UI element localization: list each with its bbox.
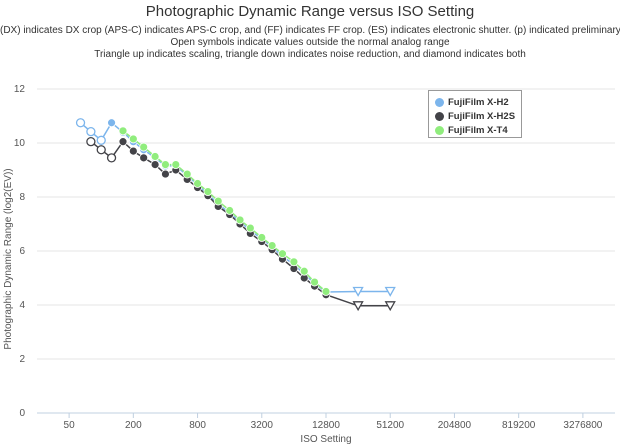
data-point <box>96 145 106 155</box>
subtitle-line-1: (DX) indicates DX crop (APS-C) indicates… <box>0 25 620 36</box>
data-point <box>289 257 299 267</box>
subtitle-line-2: Open symbols indicate values outside the… <box>170 37 450 48</box>
series-fujifilm-x-t4 <box>118 126 331 296</box>
x-tick-label: 50 <box>64 420 76 431</box>
data-point <box>225 206 235 215</box>
data-point <box>128 146 138 156</box>
x-tick-label: 800 <box>189 420 206 431</box>
data-point <box>193 179 202 188</box>
data-point <box>86 136 96 147</box>
data-point <box>139 142 149 152</box>
y-axis-title: Photographic Dynamic Range (log2(EV)) <box>3 168 14 349</box>
chart-subtitle: (DX) indicates DX crop (APS-C) indicates… <box>0 25 620 61</box>
y-tick-label: 12 <box>14 84 26 95</box>
data-point-triangle-down <box>352 286 364 297</box>
legend-item-xh2[interactable]: FujiFilm X-H2 <box>435 96 509 109</box>
x-tick-label: 3200 <box>251 420 274 431</box>
legend-item-xh2s[interactable]: FujiFilm X-H2S <box>435 110 515 123</box>
x-tick-label: 819200 <box>502 420 536 431</box>
data-point <box>150 152 160 161</box>
x-axis-title: ISO Setting <box>300 434 351 445</box>
x-tick-label: 12800 <box>312 420 340 431</box>
x-tick-label: 200 <box>125 420 142 431</box>
y-axis-ticks: 0 2 4 6 8 10 12 <box>14 84 26 419</box>
y-tick-label: 10 <box>14 138 26 149</box>
data-point <box>235 215 245 225</box>
series-line <box>80 121 391 293</box>
data-point-triangle-down <box>352 301 364 312</box>
data-point <box>75 118 86 128</box>
data-point <box>321 287 331 296</box>
data-point <box>128 134 138 144</box>
data-point <box>182 169 192 179</box>
data-point-triangle-down <box>384 301 396 312</box>
data-point <box>161 169 170 179</box>
legend: FujiFilm X-H2 FujiFilm X-H2S FujiFilm X-… <box>428 90 522 138</box>
data-point <box>107 118 116 128</box>
legend-marker-icon <box>435 126 444 135</box>
data-point <box>299 266 309 276</box>
y-tick-label: 0 <box>19 408 25 419</box>
data-point <box>150 160 160 170</box>
y-tick-label: 8 <box>19 192 25 203</box>
data-point <box>86 127 96 137</box>
y-tick-label: 4 <box>19 300 25 311</box>
data-point <box>171 160 181 170</box>
data-point <box>310 277 319 287</box>
data-point <box>118 137 128 147</box>
data-point <box>213 196 223 206</box>
data-point <box>278 249 287 259</box>
data-point <box>96 135 106 145</box>
x-axis-ticks: 50 200 800 3200 12800 51200 204800 819200 327680… <box>64 413 603 431</box>
data-point-triangle-down <box>384 286 396 297</box>
series-layer <box>75 118 396 312</box>
y-tick-label: 6 <box>19 246 25 257</box>
legend-item-xt4[interactable]: FujiFilm X-T4 <box>435 124 508 137</box>
x-tick-label: 51200 <box>376 420 404 431</box>
legend-marker-icon <box>435 98 444 107</box>
y-tick-label: 2 <box>19 354 25 365</box>
legend-label: FujiFilm X-H2S <box>448 111 516 122</box>
legend-label: FujiFilm X-T4 <box>448 125 508 136</box>
data-point <box>139 153 149 163</box>
subtitle-line-3: Triangle up indicates scaling, triangle … <box>94 49 526 60</box>
data-point <box>118 126 128 136</box>
data-point <box>267 241 277 251</box>
data-point <box>161 160 170 170</box>
legend-label: FujiFilm X-H2 <box>448 97 509 108</box>
legend-marker-icon <box>435 112 444 121</box>
data-point <box>257 233 267 242</box>
chart-title: Photographic Dynamic Range versus ISO Se… <box>145 3 475 20</box>
x-tick-label: 204800 <box>438 420 472 431</box>
data-point <box>106 153 117 163</box>
data-point <box>245 223 255 233</box>
x-tick-label: 3276800 <box>563 420 602 431</box>
data-point <box>203 187 213 197</box>
